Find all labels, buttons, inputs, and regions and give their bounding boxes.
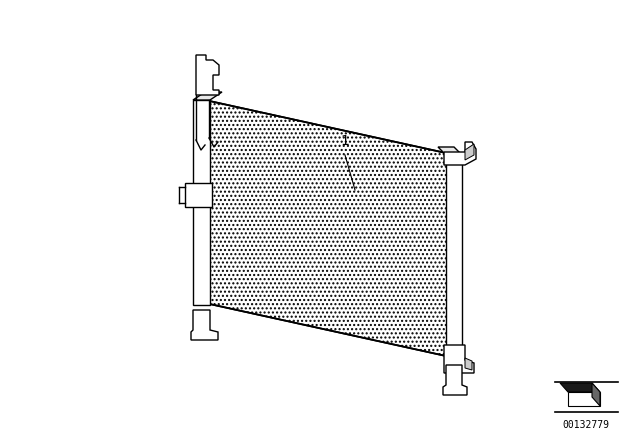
- Polygon shape: [438, 147, 462, 155]
- Polygon shape: [193, 92, 222, 100]
- Polygon shape: [196, 55, 219, 95]
- Polygon shape: [592, 383, 600, 406]
- Polygon shape: [560, 383, 600, 392]
- Polygon shape: [465, 358, 472, 370]
- Polygon shape: [205, 100, 455, 358]
- Polygon shape: [444, 142, 476, 165]
- Polygon shape: [446, 155, 462, 360]
- Polygon shape: [568, 392, 600, 406]
- Text: 00132779: 00132779: [563, 420, 609, 430]
- Polygon shape: [193, 100, 210, 305]
- Polygon shape: [443, 365, 467, 395]
- Text: 1: 1: [340, 134, 349, 148]
- Polygon shape: [465, 144, 474, 160]
- Polygon shape: [191, 310, 218, 340]
- Polygon shape: [444, 345, 474, 373]
- Polygon shape: [185, 183, 212, 207]
